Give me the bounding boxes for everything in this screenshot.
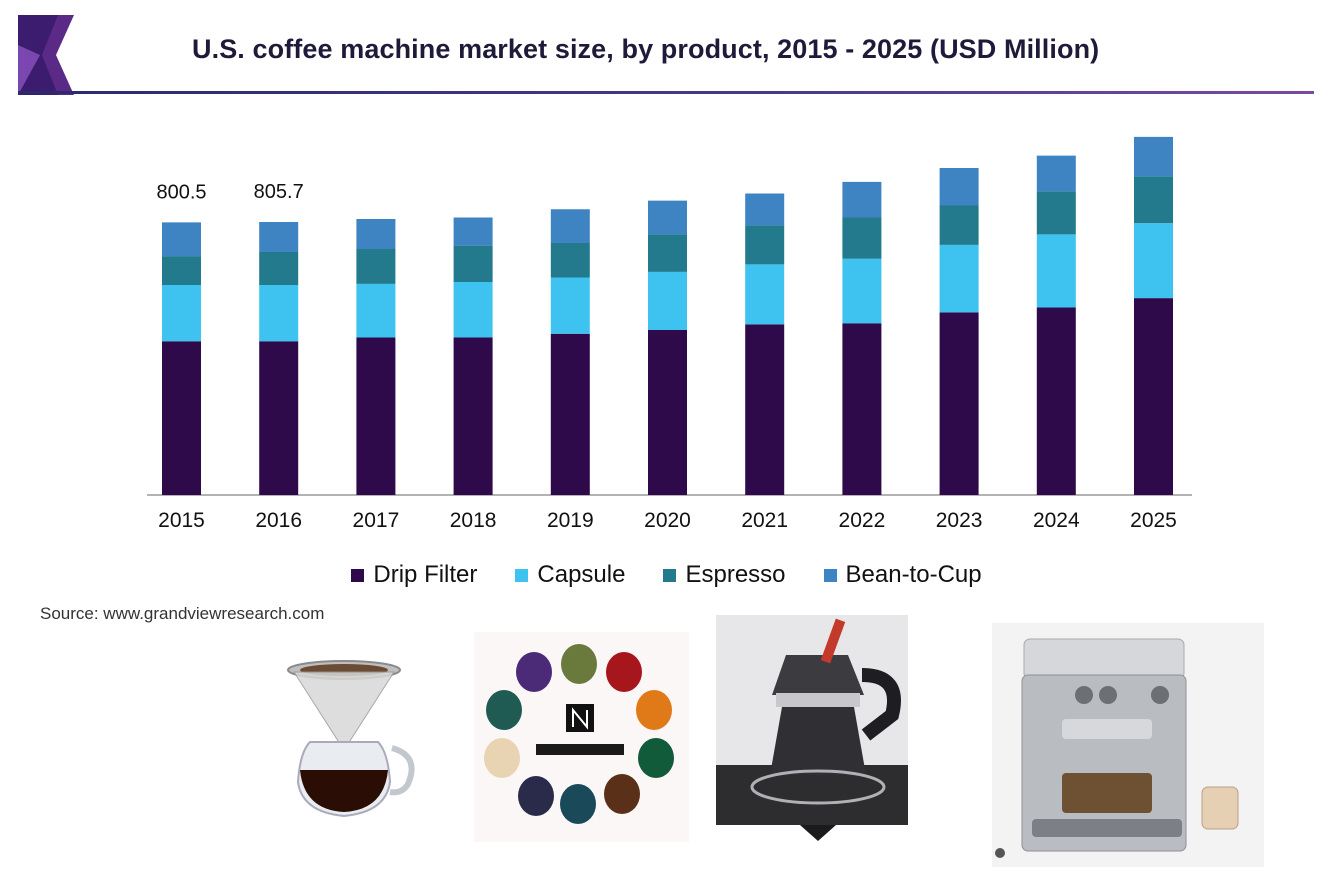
bar-capsule-2018 <box>453 282 493 338</box>
data-label-2015: 800.5 <box>156 181 206 203</box>
x-tick-label-2025: 2025 <box>1130 509 1177 532</box>
bar-bean-to-cup-2018 <box>453 217 493 246</box>
bar-bean-to-cup-2023 <box>939 168 979 206</box>
bar-capsule-2017 <box>356 283 396 338</box>
bar-espresso-2022 <box>842 217 882 259</box>
data-label-2016: 805.7 <box>254 181 304 203</box>
brand-logo-icon <box>18 15 74 95</box>
espresso-moka-photo <box>716 615 908 841</box>
bar-drip-filter-2021 <box>745 324 785 495</box>
header-divider <box>18 91 1314 94</box>
legend-swatch-drip-filter <box>351 568 365 582</box>
legend-swatch-espresso <box>663 568 677 582</box>
bar-espresso-2021 <box>745 225 785 265</box>
bar-drip-filter-2020 <box>648 330 687 495</box>
capsule-photo <box>474 632 689 842</box>
bar-espresso-2015 <box>162 256 201 285</box>
bar-drip-filter-2015 <box>162 341 201 495</box>
drip-filter-photo <box>287 660 415 818</box>
legend-label-bean-to-cup: Bean-to-Cup <box>845 561 982 588</box>
chart-title: U.S. coffee machine market size, by prod… <box>192 34 1100 64</box>
source-note: Source: www.grandviewresearch.com <box>40 604 325 623</box>
bar-capsule-2016 <box>259 285 299 342</box>
x-tick-label-2022: 2022 <box>839 509 886 532</box>
bar-drip-filter-2022 <box>842 323 882 495</box>
bar-bean-to-cup-2025 <box>1134 136 1173 177</box>
x-tick-label-2018: 2018 <box>450 509 497 532</box>
stacked-bar-chart: 2015 2016 2017 2018 2019 2020 2021 2022 2023 2024… <box>147 136 1192 532</box>
chart-legend: Drip Filter Capsule Espresso Bean-to-Cup <box>0 561 1333 589</box>
bar-bean-to-cup-2017 <box>356 219 396 249</box>
x-tick-label-2021: 2021 <box>741 509 788 532</box>
bar-espresso-2019 <box>550 243 590 278</box>
bar-bean-to-cup-2021 <box>745 193 785 226</box>
x-tick-label-2016: 2016 <box>255 509 302 532</box>
x-tick-label-2024: 2024 <box>1033 509 1080 532</box>
bar-drip-filter-2023 <box>939 312 979 495</box>
legend-item-drip-filter: Drip Filter <box>351 561 477 589</box>
x-tick-label-2023: 2023 <box>936 509 983 532</box>
legend-swatch-capsule <box>515 568 529 582</box>
bar-espresso-2025 <box>1134 176 1173 224</box>
x-tick-label-2017: 2017 <box>353 509 400 532</box>
bar-bean-to-cup-2016 <box>259 222 299 252</box>
bar-drip-filter-2016 <box>259 341 299 495</box>
bar-capsule-2022 <box>842 258 882 324</box>
bar-capsule-2024 <box>1036 234 1076 308</box>
x-tick-label-2019: 2019 <box>547 509 594 532</box>
legend-item-capsule: Capsule <box>515 561 625 589</box>
legend-swatch-bean-to-cup <box>823 568 837 582</box>
legend-item-espresso: Espresso <box>663 561 786 589</box>
bar-drip-filter-2019 <box>550 333 590 495</box>
legend-label-drip-filter: Drip Filter <box>373 561 478 588</box>
legend-label-capsule: Capsule <box>537 561 626 588</box>
legend-label-espresso: Espresso <box>685 561 786 588</box>
bar-drip-filter-2017 <box>356 337 396 495</box>
bean-to-cup-photo <box>992 623 1264 867</box>
bar-bean-to-cup-2015 <box>162 222 201 257</box>
bar-capsule-2023 <box>939 244 979 313</box>
bar-drip-filter-2018 <box>453 337 493 495</box>
bar-bean-to-cup-2022 <box>842 181 882 218</box>
x-tick-label-2020: 2020 <box>644 509 691 532</box>
bar-espresso-2023 <box>939 205 979 245</box>
bar-capsule-2019 <box>550 277 590 334</box>
bar-espresso-2024 <box>1036 191 1076 235</box>
bar-espresso-2020 <box>648 234 687 272</box>
bar-espresso-2017 <box>356 249 396 284</box>
legend-item-bean-to-cup: Bean-to-Cup <box>823 561 982 589</box>
bar-capsule-2025 <box>1134 223 1173 299</box>
bar-bean-to-cup-2024 <box>1036 155 1076 192</box>
bar-drip-filter-2024 <box>1036 307 1076 495</box>
bar-espresso-2018 <box>453 245 493 282</box>
bar-capsule-2015 <box>162 285 201 342</box>
bar-espresso-2016 <box>259 252 299 285</box>
bar-bean-to-cup-2020 <box>648 200 687 235</box>
bar-capsule-2021 <box>745 264 785 325</box>
bar-bean-to-cup-2019 <box>550 209 590 243</box>
bar-drip-filter-2025 <box>1134 298 1173 495</box>
x-tick-label-2015: 2015 <box>158 509 205 532</box>
bar-capsule-2020 <box>648 271 687 330</box>
